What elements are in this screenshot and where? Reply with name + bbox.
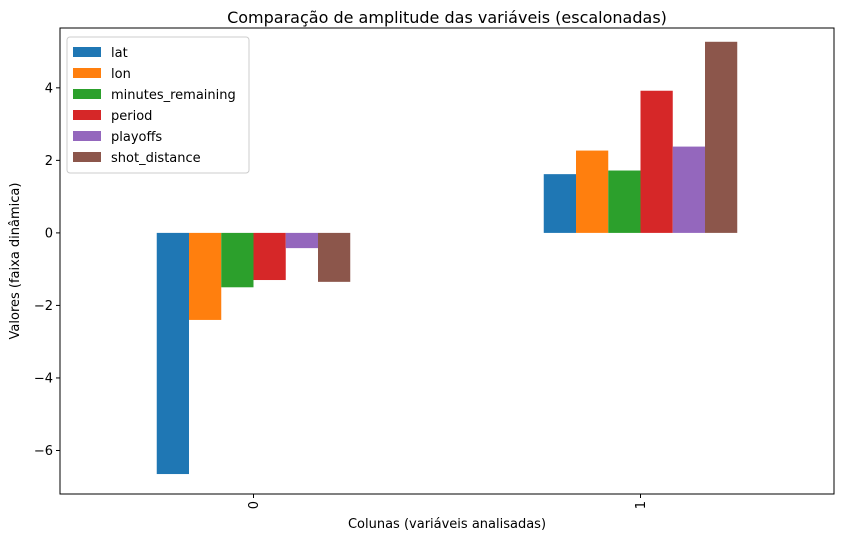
x-axis-label: Colunas (variáveis analisadas) [348, 517, 546, 532]
bar-lon-0 [189, 232, 222, 320]
bar-shot_distance-0 [318, 232, 351, 282]
y-tick-label: 0 [45, 226, 53, 241]
plot-frame [59, 27, 835, 495]
legend-label-lat: lat [111, 46, 128, 61]
y-tick-label: −4 [34, 371, 53, 386]
legend-swatch-lon [73, 68, 101, 78]
y-tick-label: 4 [45, 81, 53, 96]
legend-swatch-shot_distance [73, 152, 101, 162]
bar-lat-0 [156, 232, 189, 475]
legend-swatch-minutes_remaining [73, 89, 101, 99]
bar-playoffs-1 [672, 146, 705, 233]
bar-period-0 [253, 232, 286, 281]
bar-playoffs-0 [285, 232, 318, 249]
legend-label-period: period [111, 109, 152, 124]
y-tick-label: −6 [34, 444, 53, 459]
bars-group [156, 41, 738, 475]
bar-lat-1 [543, 174, 576, 233]
bar-shot_distance-1 [705, 41, 738, 233]
x-tick-label: 1 [634, 501, 649, 509]
bar-period-1 [640, 90, 673, 233]
legend-swatch-lat [73, 47, 101, 57]
legend-swatch-playoffs [73, 131, 101, 141]
y-tick-label: 2 [45, 154, 53, 169]
legend-label-lon: lon [111, 67, 131, 82]
bar-lon-1 [576, 150, 609, 233]
bar-minutes_remaining-1 [608, 170, 641, 233]
bar-minutes_remaining-0 [221, 232, 254, 288]
legend-swatch-period [73, 110, 101, 120]
y-tick-label: −2 [34, 299, 53, 314]
legend-label-playoffs: playoffs [111, 130, 162, 145]
legend-label-minutes_remaining: minutes_remaining [111, 88, 236, 103]
x-tick-label: 0 [247, 501, 262, 509]
y-axis: −6 −4 −2 0 2 4 [34, 81, 60, 459]
legend-label-shot_distance: shot_distance [111, 151, 201, 166]
legend-box [66, 36, 250, 174]
chart-title: Comparação de amplitude das variáveis (e… [227, 8, 667, 27]
y-axis-label: Valores (faixa dinâmica) [8, 183, 23, 340]
